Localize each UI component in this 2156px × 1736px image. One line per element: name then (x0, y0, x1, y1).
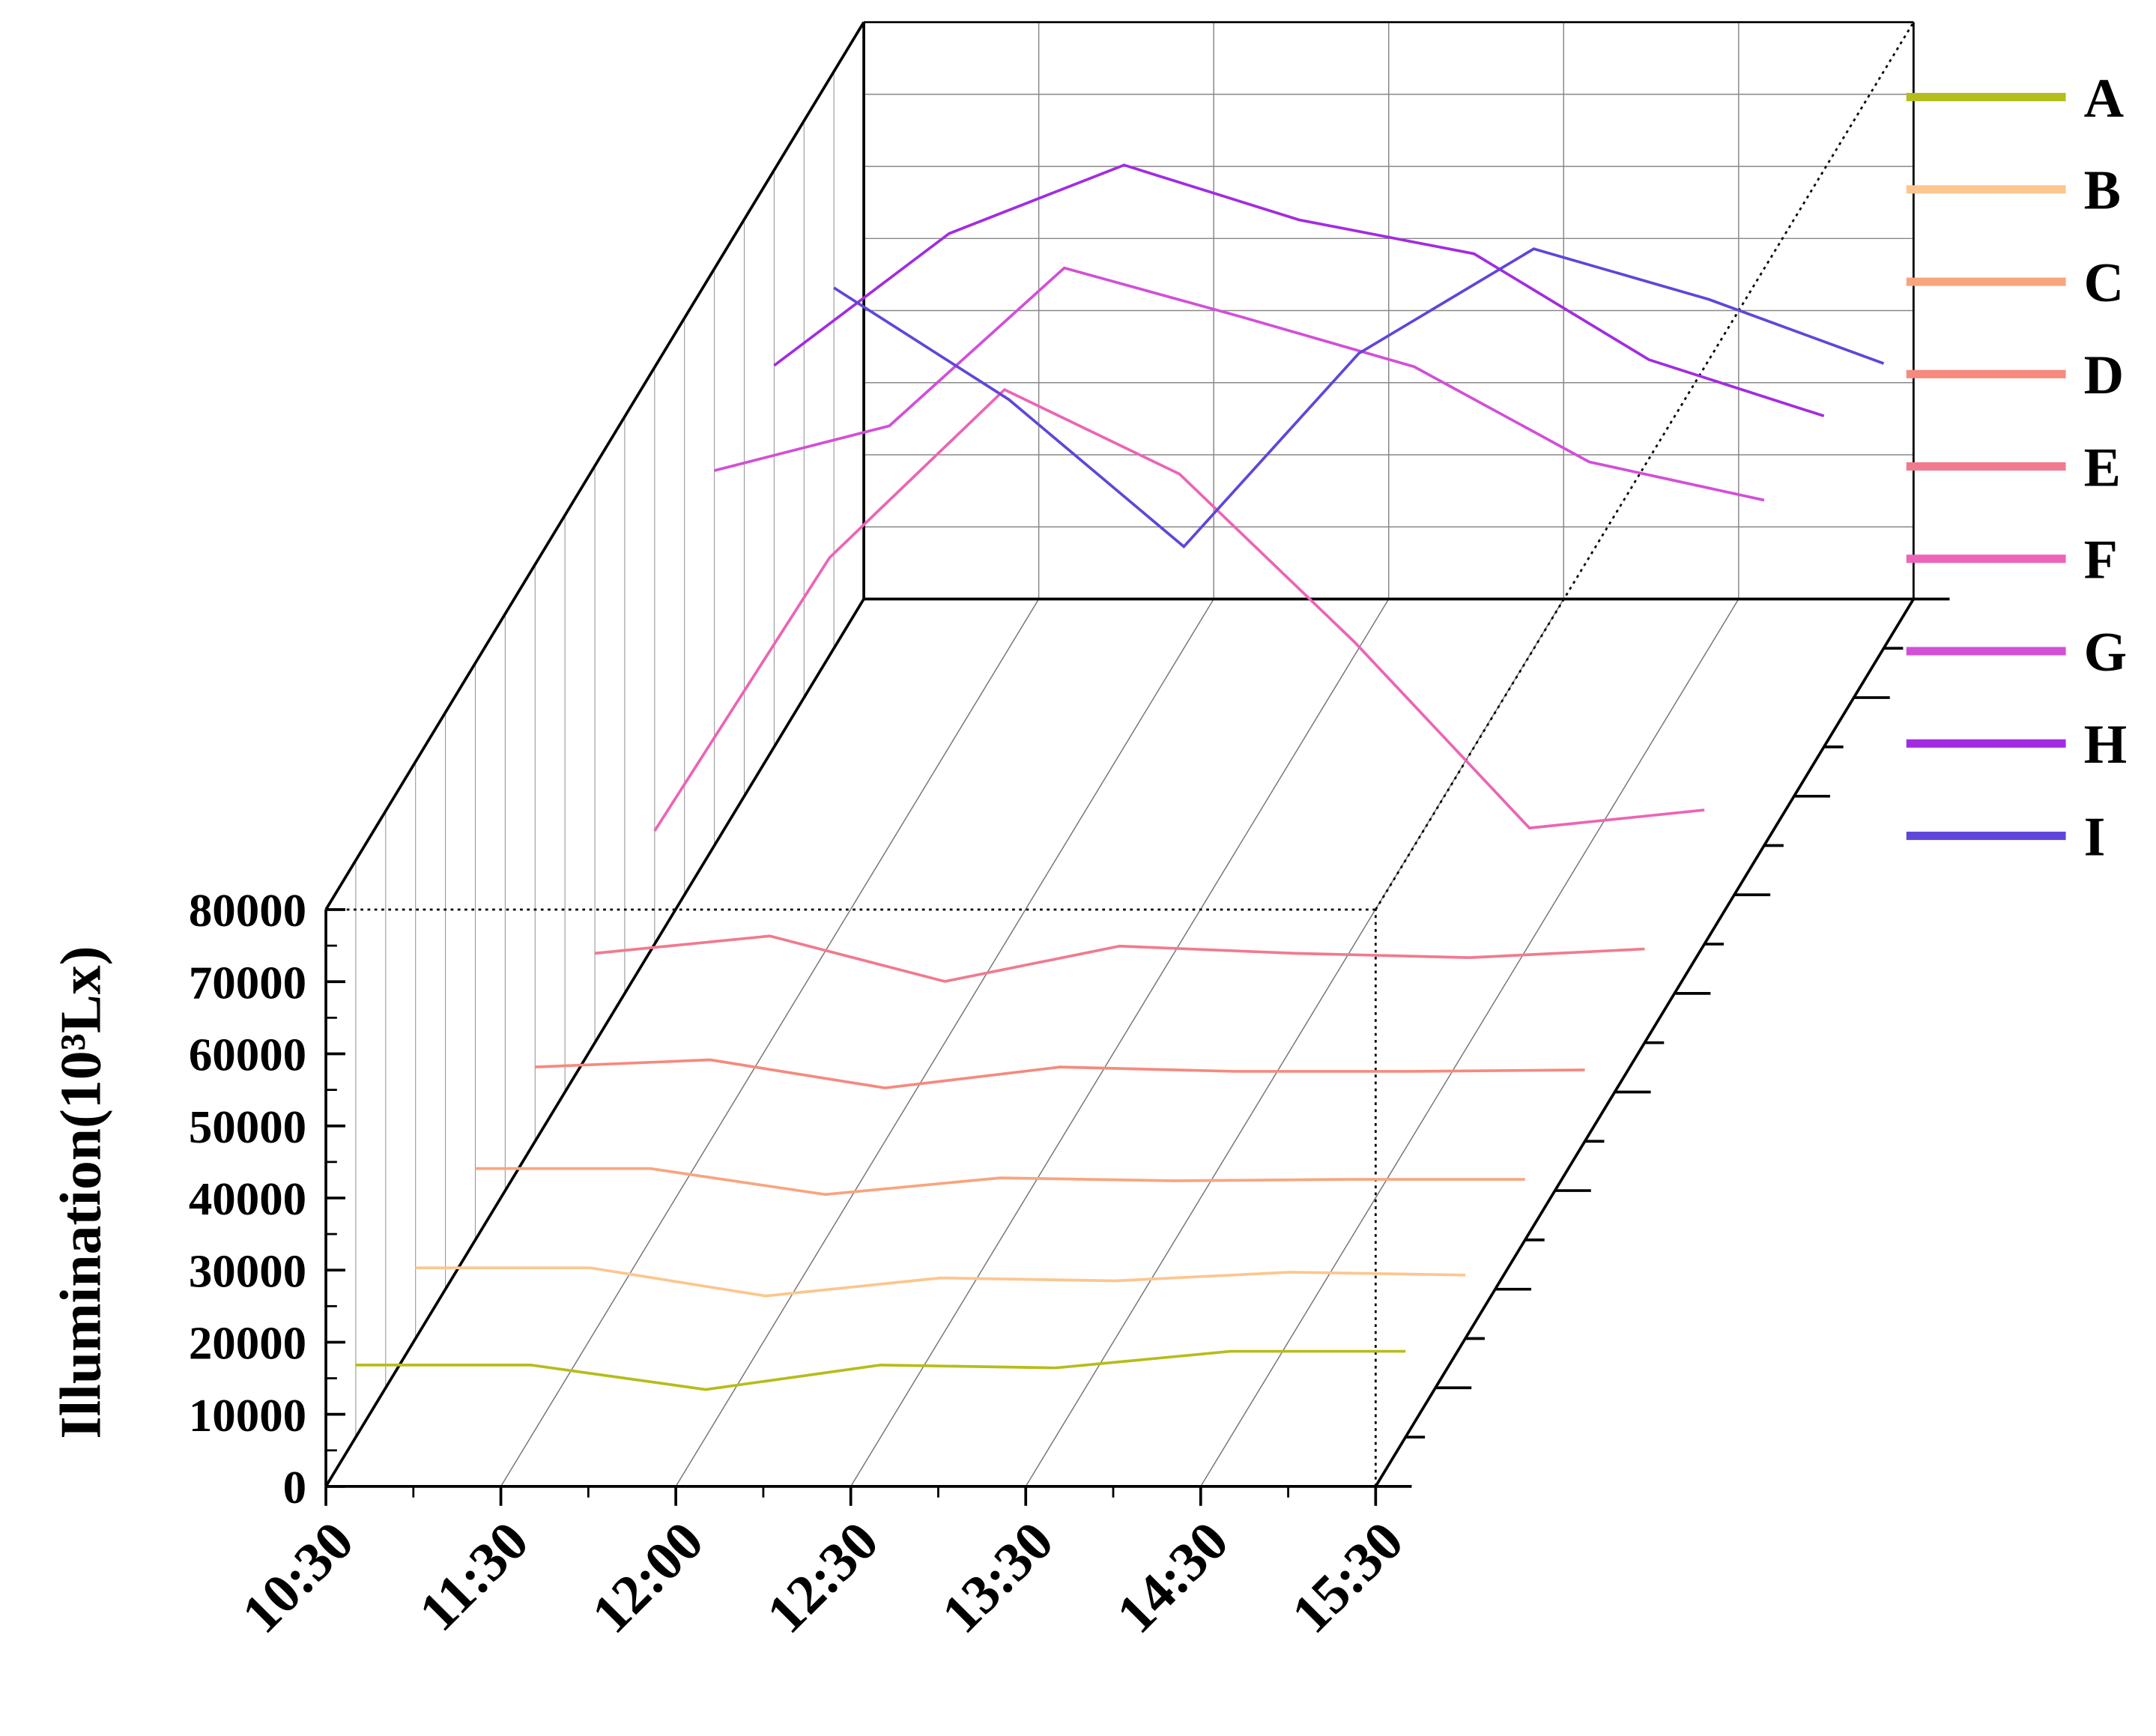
legend-label: F (2084, 530, 2118, 591)
legend-label: A (2084, 67, 2124, 129)
y-axis-label: Illumination(10³Lx) (48, 946, 112, 1439)
x-tick-label: 13:30 (930, 1510, 1065, 1645)
x-tick-label: 12:00 (581, 1510, 715, 1645)
x-tick-label: 14:30 (1105, 1510, 1240, 1645)
y-tick-label: 10000 (189, 1389, 306, 1442)
x-tick-label: 15:30 (1280, 1510, 1415, 1645)
series-line (535, 1058, 1585, 1089)
y-tick-label: 30000 (189, 1244, 306, 1297)
floor-grid-line (1200, 599, 1739, 1487)
y-tick-label: 40000 (189, 1173, 306, 1225)
y-tick-label: 50000 (189, 1101, 306, 1153)
axis-line (324, 598, 865, 1487)
series-line (415, 1266, 1466, 1298)
floor-grid-line (1025, 599, 1564, 1487)
axis-line (324, 21, 865, 910)
legend-label: E (2084, 437, 2121, 498)
floor-grid-line (500, 599, 1040, 1487)
floor-grid-line (675, 599, 1214, 1487)
legend-label: C (2084, 252, 2124, 314)
series-line (773, 163, 1825, 417)
x-tick-label: 12:30 (755, 1510, 890, 1645)
y-tick-label: 60000 (189, 1029, 306, 1081)
legend-label: G (2084, 622, 2128, 683)
series-line (653, 387, 1705, 832)
legend-label: H (2084, 714, 2128, 775)
y-tick-label: 20000 (189, 1317, 306, 1370)
series-line (355, 1349, 1406, 1391)
series-line (594, 934, 1645, 983)
legend-label: D (2084, 345, 2124, 406)
legend-label: I (2084, 806, 2106, 868)
series-line (714, 266, 1765, 502)
floor-grid-line (850, 599, 1390, 1487)
legend-label: B (2084, 160, 2121, 222)
series-line (833, 247, 1885, 549)
y-tick-label: 70000 (189, 956, 306, 1008)
x-tick-label: 11:30 (408, 1510, 540, 1643)
y-tick-label: 0 (283, 1461, 306, 1513)
series-line (475, 1167, 1525, 1197)
y-tick-label: 80000 (189, 884, 306, 937)
x-tick-label: 10:30 (231, 1510, 366, 1645)
